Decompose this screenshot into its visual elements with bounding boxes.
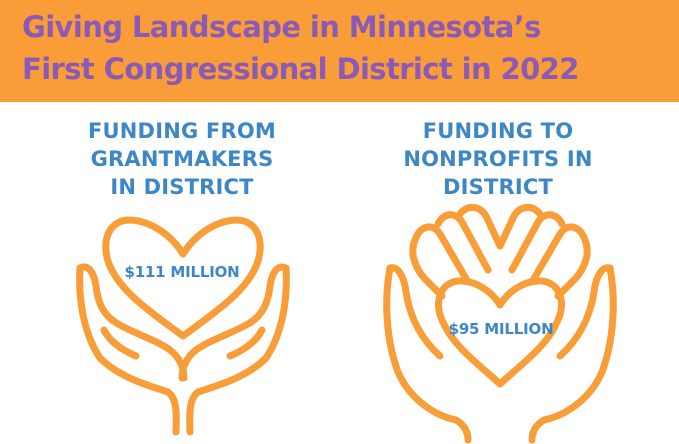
right-finger-base [554, 236, 591, 300]
nonprofits-heading-line-2: NONPROFITS IN [403, 147, 593, 171]
nonprofits-heading-line-1: FUNDING TO [422, 119, 574, 143]
right-heart-shape [435, 277, 565, 388]
right-palm-outline [528, 264, 617, 444]
right-fingers [496, 204, 589, 286]
title-line-2: First Congressional District in 2022 [22, 52, 579, 86]
nonprofits-amount: $95 MILLION [448, 320, 554, 338]
right-hand-finger [226, 326, 266, 360]
right-hand-thumb [178, 263, 290, 382]
left-hand-thumb [76, 263, 188, 382]
left-fingers [411, 204, 504, 286]
title-line-1: Giving Landscape in Minnesota’s [22, 10, 541, 44]
grantmakers-heading-line-2: GRANTMAKERS [90, 147, 274, 171]
nonprofits-heading: FUNDING TO NONPROFITS IN DISTRICT [378, 117, 618, 201]
right-hand-outline [186, 264, 290, 436]
grantmakers-amount: $111 MILLION [124, 263, 240, 281]
left-finger-base [409, 236, 446, 300]
left-hand-outline [76, 264, 180, 436]
right-palm-thumb [556, 264, 614, 360]
grantmakers-heading-line-3: IN DISTRICT [110, 175, 254, 199]
left-palm-thumb [386, 264, 444, 360]
nonprofits-heading-line-3: DISTRICT [442, 175, 553, 199]
left-heart-shape [102, 216, 264, 340]
hands-holding-heart-icon [76, 216, 290, 436]
hands-giving-heart-icon [383, 204, 617, 444]
grantmakers-heading-line-1: FUNDING FROM [87, 119, 276, 143]
header-banner: Giving Landscape in Minnesota’s First Co… [0, 0, 679, 102]
page-title: Giving Landscape in Minnesota’s First Co… [22, 6, 579, 90]
left-hand-finger [100, 326, 140, 360]
left-palm-outline [383, 264, 472, 444]
grantmakers-heading: FUNDING FROM GRANTMAKERS IN DISTRICT [62, 117, 302, 201]
